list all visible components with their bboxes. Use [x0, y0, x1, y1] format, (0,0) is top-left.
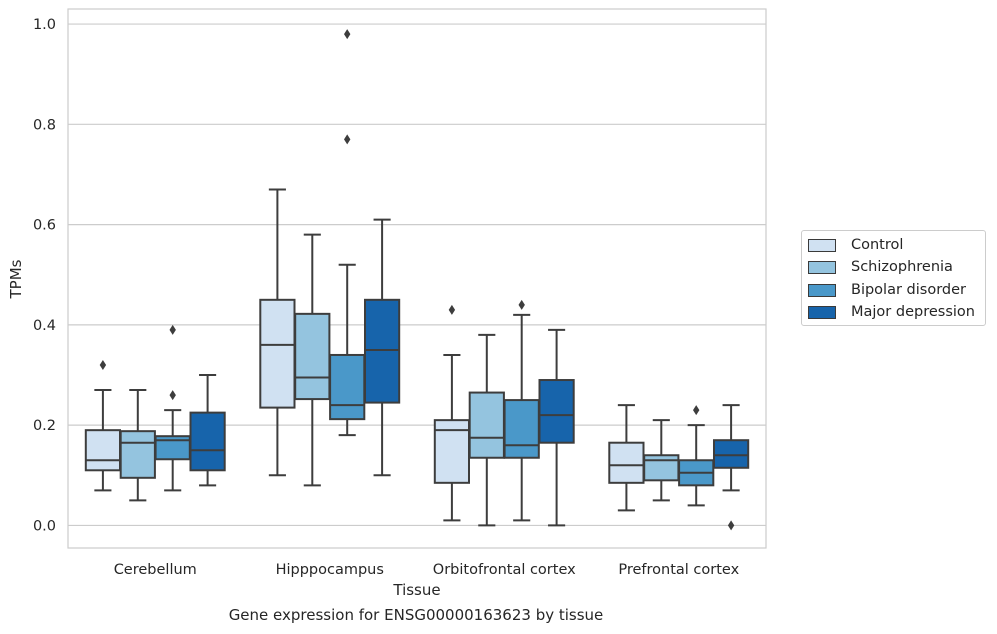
- box-iqr: [259, 298, 296, 409]
- legend-swatch: [808, 238, 836, 252]
- figure-caption: Gene expression for ENSG00000163623 by t…: [228, 606, 604, 624]
- y-tick-label: 0.6: [33, 218, 56, 234]
- x-tick-label: Cerebellum: [114, 562, 197, 578]
- legend-swatch: [808, 260, 836, 274]
- legend-label: Bipolar disorder: [851, 282, 966, 298]
- outlier-point: [169, 390, 176, 401]
- box-control: [608, 404, 645, 512]
- legend-item-major-depression: Major depression: [808, 302, 975, 322]
- box-bipolar-disorder: [329, 29, 366, 437]
- box-iqr: [84, 429, 122, 472]
- box-iqr: [363, 298, 401, 404]
- outlier-point: [169, 324, 176, 335]
- box-iqr: [119, 430, 156, 479]
- box-control: [84, 359, 122, 492]
- box-iqr: [538, 379, 575, 444]
- box-major-depression: [538, 328, 575, 527]
- y-tick-label: 0.8: [33, 117, 56, 133]
- plot-area-frame: [67, 8, 767, 549]
- box-control: [259, 188, 296, 477]
- x-tick-labels: Cerebellum Hipppocampus Orbitofrontal cort…: [114, 562, 740, 578]
- legend-label: Major depression: [851, 304, 975, 320]
- x-tick-label: Hipppocampus: [276, 562, 384, 578]
- y-tick-label: 0.2: [33, 418, 56, 434]
- legend-label: Control: [851, 237, 904, 253]
- outlier-point: [727, 520, 735, 531]
- outlier-point: [344, 134, 351, 145]
- box-major-depression: [363, 218, 401, 477]
- x-tick-label: Prefrontal cortex: [618, 562, 739, 578]
- box-series: [84, 29, 750, 531]
- outlier-point: [693, 405, 700, 416]
- y-axis-label: TPMs: [7, 259, 25, 299]
- box-iqr: [643, 454, 680, 482]
- outlier-point: [99, 359, 107, 370]
- box-control: [433, 304, 471, 522]
- legend-label: Schizophrenia: [851, 259, 953, 275]
- box-iqr: [503, 399, 540, 459]
- box-iqr: [294, 312, 331, 401]
- y-tick-label: 0.0: [33, 518, 56, 534]
- box-schizophrenia: [468, 333, 505, 527]
- box-bipolar-disorder: [154, 324, 191, 492]
- y-tick-label: 1.0: [33, 17, 56, 33]
- outlier-point: [344, 29, 351, 40]
- box-major-depression: [189, 374, 226, 487]
- legend-swatch: [808, 283, 836, 297]
- box-iqr: [329, 353, 366, 421]
- box-iqr: [712, 439, 750, 469]
- box-schizophrenia: [643, 419, 680, 502]
- box-schizophrenia: [294, 233, 331, 487]
- box-bipolar-disorder: [678, 405, 715, 507]
- box-schizophrenia: [119, 389, 156, 502]
- legend-swatch: [808, 305, 836, 319]
- box-iqr: [468, 391, 505, 459]
- box-iqr: [608, 441, 645, 484]
- box-iqr: [189, 411, 226, 472]
- box-major-depression: [712, 404, 750, 531]
- legend: Control Schizophrenia Bipolar disorder M…: [801, 230, 986, 326]
- x-tick-label: Orbitofrontal cortex: [433, 562, 576, 578]
- outlier-point: [448, 304, 456, 315]
- x-axis-label: Tissue: [392, 581, 440, 599]
- y-tick-label: 0.4: [33, 318, 56, 334]
- y-gridlines: [68, 23, 766, 527]
- outlier-point: [518, 299, 525, 310]
- legend-item-schizophrenia: Schizophrenia: [808, 257, 953, 277]
- y-tick-labels: 0.0 0.2 0.4 0.6 0.8 1.0: [33, 17, 56, 534]
- legend-item-control: Control: [808, 235, 903, 255]
- box-bipolar-disorder: [503, 299, 540, 522]
- legend-item-bipolar-disorder: Bipolar disorder: [808, 280, 966, 300]
